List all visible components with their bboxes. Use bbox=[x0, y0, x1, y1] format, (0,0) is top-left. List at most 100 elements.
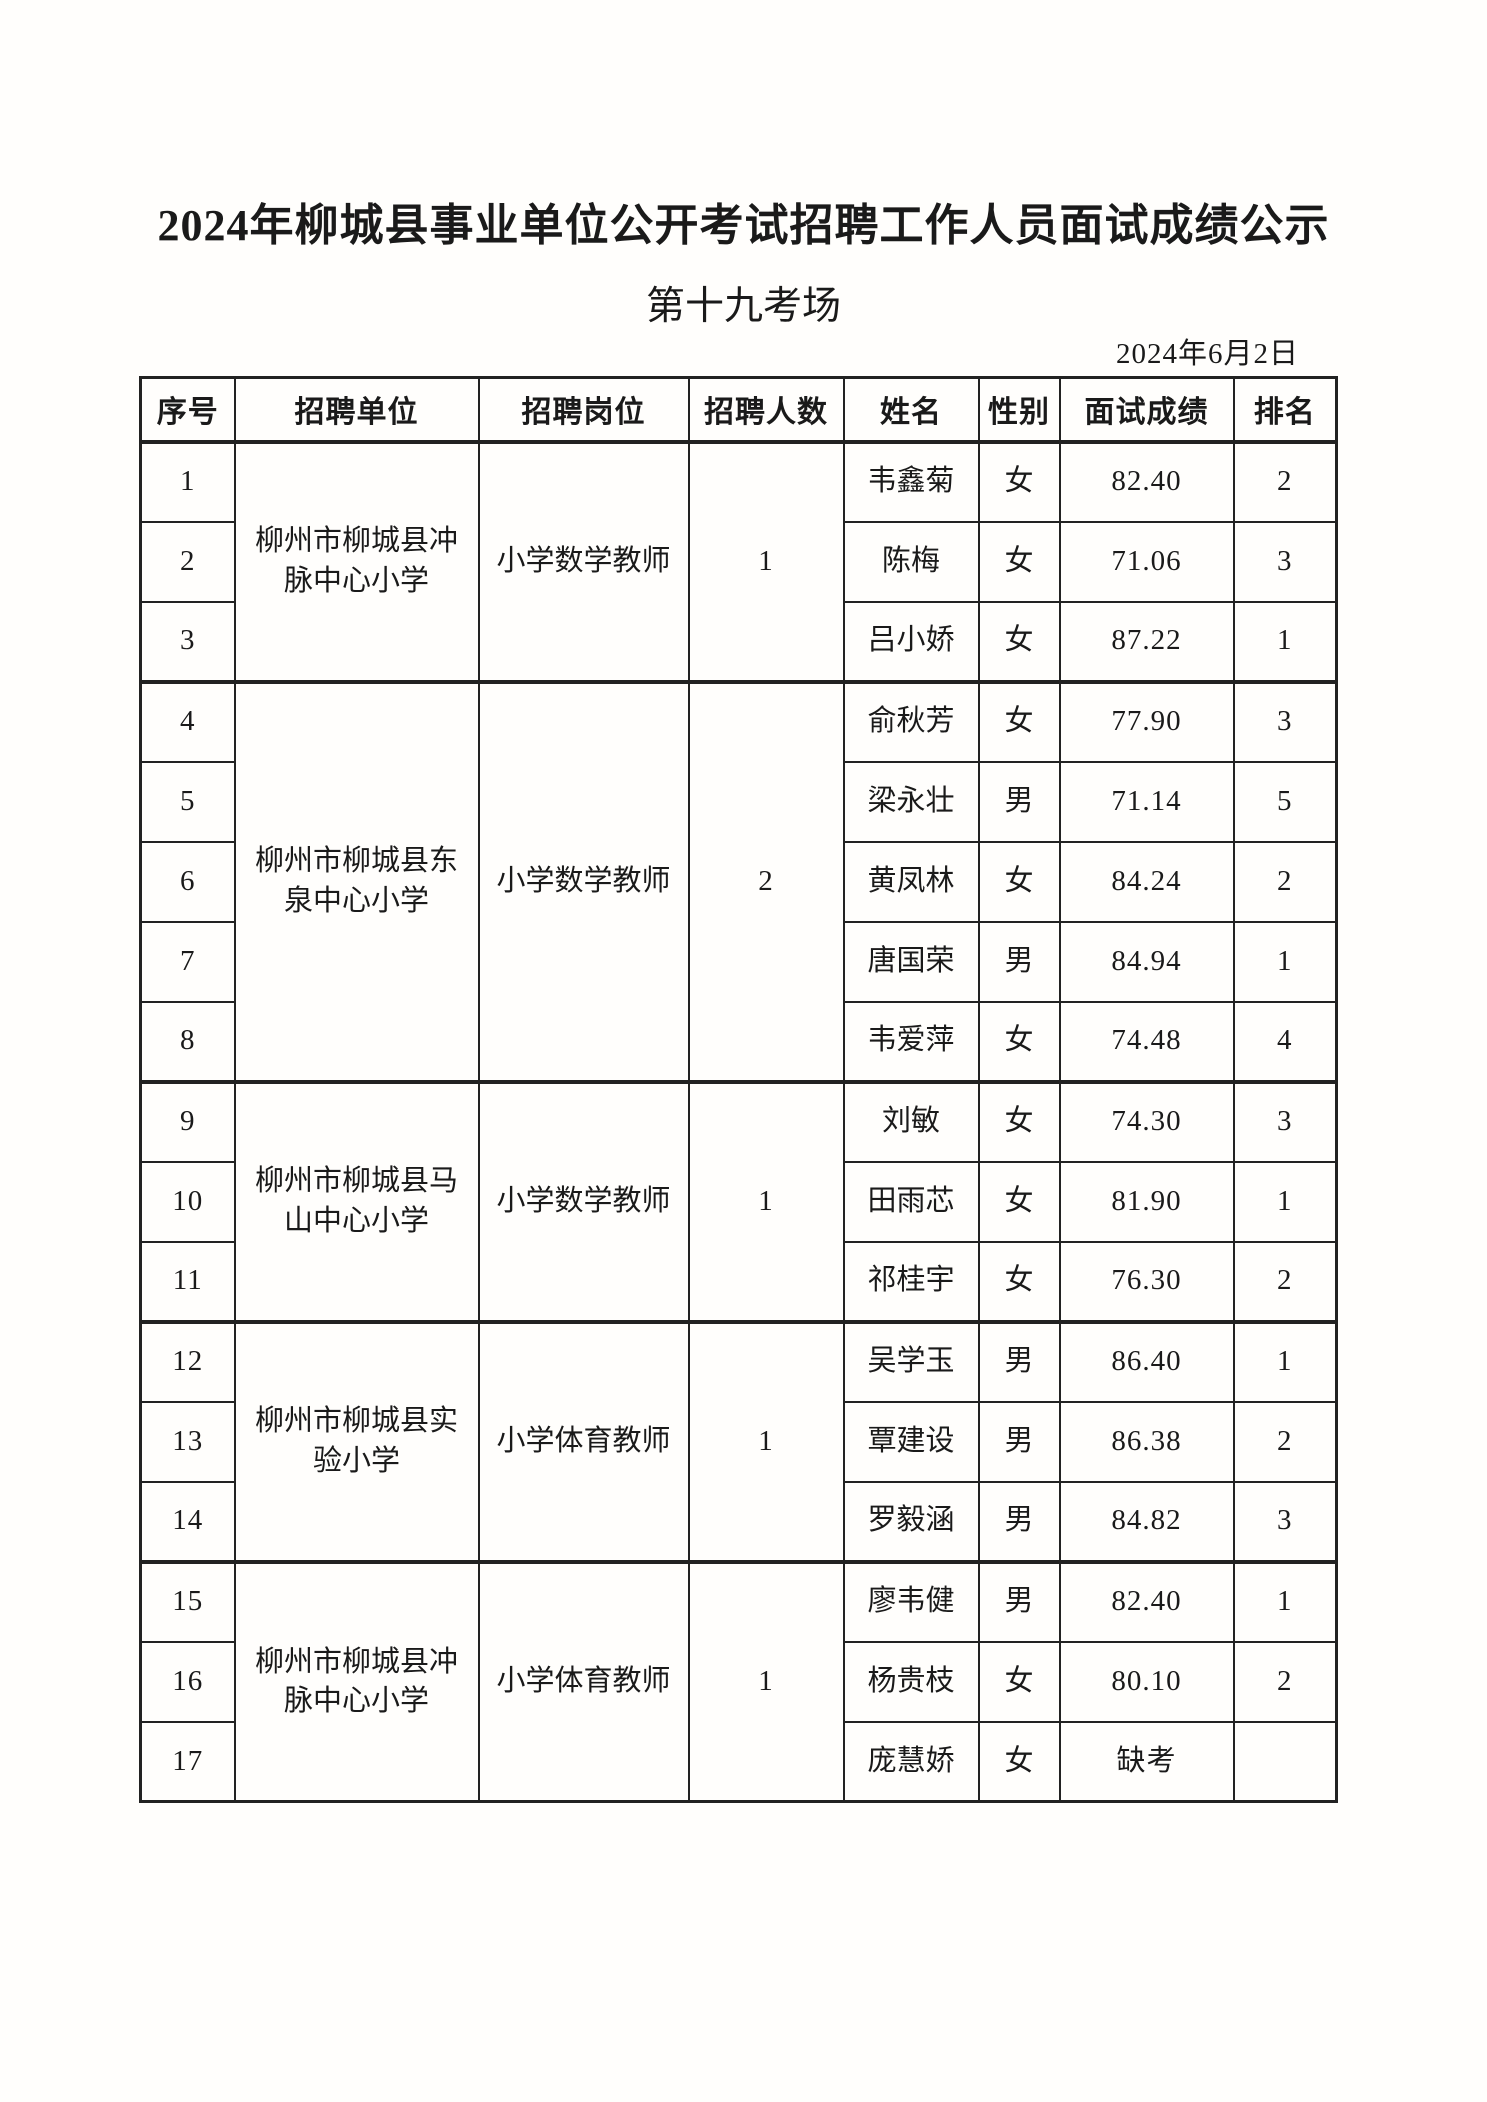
table-row: 11 祁桂宇女 76.30 2 bbox=[139, 1240, 1338, 1323]
name-cell: 刘敏 bbox=[842, 1079, 980, 1163]
position-cell: 小学数学教师 bbox=[477, 679, 690, 1083]
name-cell: 庞慧娇 bbox=[842, 1720, 980, 1803]
rank-cell: 1 bbox=[1232, 1559, 1338, 1643]
position-cell: 小学体育教师 bbox=[477, 1559, 690, 1803]
unit-cell: 柳州市柳城县冲脉中心小学 bbox=[233, 1559, 480, 1803]
score-cell: 71.14 bbox=[1058, 760, 1235, 843]
score-cell: 84.82 bbox=[1058, 1480, 1235, 1563]
score-cell: 77.90 bbox=[1058, 679, 1235, 763]
rank-cell: 2 bbox=[1232, 1240, 1338, 1323]
column-header-count: 招聘人数 bbox=[687, 376, 845, 444]
name-cell: 俞秋芳 bbox=[842, 679, 980, 763]
position-cell: 小学数学教师 bbox=[477, 1079, 690, 1323]
gender-cell: 女 bbox=[977, 1000, 1061, 1083]
table-row: 4 柳州市柳城县东泉中心小学 小学数学教师 2 俞秋芳女 77.90 3 bbox=[139, 679, 1338, 1083]
table-row: 8 韦爱萍女 74.48 4 bbox=[139, 1000, 1338, 1083]
column-header-name: 姓名 bbox=[842, 376, 980, 444]
name-cell: 田雨芯 bbox=[842, 1160, 980, 1243]
count-cell: 2 bbox=[687, 679, 845, 1083]
rank-cell: 3 bbox=[1232, 1480, 1338, 1563]
seq-cell: 10 bbox=[139, 1160, 236, 1243]
rank-cell: 3 bbox=[1232, 1079, 1338, 1163]
gender-cell: 女 bbox=[977, 1160, 1061, 1243]
gender-cell: 女 bbox=[977, 1240, 1061, 1323]
unit-cell: 柳州市柳城县冲脉中心小学 bbox=[233, 439, 480, 683]
gender-cell: 男 bbox=[977, 1400, 1061, 1483]
table-row: 3 吕小娇女 87.22 1 bbox=[139, 600, 1338, 683]
gender-cell: 女 bbox=[977, 520, 1061, 603]
table-row: 15 柳州市柳城县冲脉中心小学 小学体育教师 1 廖韦健男 82.40 1 bbox=[139, 1559, 1338, 1803]
count-cell: 1 bbox=[687, 1319, 845, 1563]
document-title: 2024年柳城县事业单位公开考试招聘工作人员面试成绩公示 bbox=[157, 201, 1330, 250]
name-cell: 黄凤林 bbox=[842, 840, 980, 923]
rank-cell: 2 bbox=[1232, 1640, 1338, 1723]
score-cell: 80.10 bbox=[1058, 1640, 1235, 1723]
rank-cell: 3 bbox=[1232, 520, 1338, 603]
table-row: 14 罗毅涵男 84.82 3 bbox=[139, 1480, 1338, 1563]
seq-cell: 11 bbox=[139, 1240, 236, 1323]
rank-cell: 2 bbox=[1232, 1400, 1338, 1483]
score-cell: 74.48 bbox=[1058, 1000, 1235, 1083]
seq-cell: 5 bbox=[139, 760, 236, 843]
rank-cell: 5 bbox=[1232, 760, 1338, 843]
seq-cell: 1 bbox=[139, 439, 236, 523]
table-header-row: 序号 招聘单位 招聘岗位 招聘人数 姓名 性别 面试成绩 排名 bbox=[139, 376, 1338, 444]
rank-cell: 2 bbox=[1232, 439, 1338, 523]
seq-cell: 15 bbox=[139, 1559, 236, 1643]
gender-cell: 女 bbox=[977, 600, 1061, 683]
count-cell: 1 bbox=[687, 1079, 845, 1323]
gender-cell: 男 bbox=[977, 1319, 1061, 1403]
score-cell: 74.30 bbox=[1058, 1079, 1235, 1163]
rank-cell bbox=[1232, 1720, 1338, 1803]
header-row: 序号 招聘单位 招聘岗位 招聘人数 姓名 性别 面试成绩 排名 bbox=[139, 376, 1338, 444]
table-body: 1 柳州市柳城县冲脉中心小学 小学数学教师 1 韦鑫菊女 82.40 2 2 陈梅女 71.06 3… bbox=[139, 439, 1338, 1803]
seq-cell: 3 bbox=[139, 600, 236, 683]
table-row: 5 梁永壮男 71.14 5 bbox=[139, 760, 1338, 843]
table-row: 12 柳州市柳城县实验小学 小学体育教师 1 吴学玉男 86.40 1 bbox=[139, 1319, 1338, 1563]
name-cell: 韦鑫菊 bbox=[842, 439, 980, 523]
column-header-unit: 招聘单位 bbox=[233, 376, 480, 444]
interview-scores-table: 序号 招聘单位 招聘岗位 招聘人数 姓名 性别 面试成绩 排名 1 柳州市柳城县冲脉中心小学 小学… bbox=[139, 376, 1338, 1803]
table-row: 1 柳州市柳城县冲脉中心小学 小学数学教师 1 韦鑫菊女 82.40 2 bbox=[139, 439, 1338, 683]
table-row: 7 唐国荣男 84.94 1 bbox=[139, 920, 1338, 1003]
rank-cell: 1 bbox=[1232, 920, 1338, 1003]
unit-cell: 柳州市柳城县马山中心小学 bbox=[233, 1079, 480, 1323]
rank-cell: 1 bbox=[1232, 1160, 1338, 1243]
score-cell: 84.94 bbox=[1058, 920, 1235, 1003]
gender-cell: 女 bbox=[977, 840, 1061, 923]
table-row: 2 陈梅女 71.06 3 bbox=[139, 520, 1338, 603]
seq-cell: 17 bbox=[139, 1720, 236, 1803]
gender-cell: 男 bbox=[977, 920, 1061, 1003]
name-cell: 韦爱萍 bbox=[842, 1000, 980, 1083]
name-cell: 吴学玉 bbox=[842, 1319, 980, 1403]
gender-cell: 女 bbox=[977, 1640, 1061, 1723]
seq-cell: 12 bbox=[139, 1319, 236, 1403]
rank-cell: 3 bbox=[1232, 679, 1338, 763]
column-header-gender: 性别 bbox=[977, 376, 1061, 444]
seq-cell: 7 bbox=[139, 920, 236, 1003]
column-header-score: 面试成绩 bbox=[1058, 376, 1235, 444]
gender-cell: 男 bbox=[977, 1559, 1061, 1643]
score-cell: 81.90 bbox=[1058, 1160, 1235, 1243]
table-row: 13 覃建设男 86.38 2 bbox=[139, 1400, 1338, 1483]
column-header-rank: 排名 bbox=[1232, 376, 1338, 444]
seq-cell: 13 bbox=[139, 1400, 236, 1483]
document-date: 2024年6月2日 bbox=[1115, 338, 1299, 370]
score-cell: 87.22 bbox=[1058, 600, 1235, 683]
seq-cell: 6 bbox=[139, 840, 236, 923]
score-cell: 82.40 bbox=[1058, 1559, 1235, 1643]
gender-cell: 女 bbox=[977, 1079, 1061, 1163]
table-row: 17 庞慧娇女缺考 bbox=[139, 1720, 1338, 1803]
name-cell: 梁永壮 bbox=[842, 760, 980, 843]
seq-cell: 9 bbox=[139, 1079, 236, 1163]
column-header-seq: 序号 bbox=[139, 376, 236, 444]
seq-cell: 8 bbox=[139, 1000, 236, 1083]
score-cell: 86.38 bbox=[1058, 1400, 1235, 1483]
score-cell: 82.40 bbox=[1058, 439, 1235, 523]
gender-cell: 男 bbox=[977, 760, 1061, 843]
seq-cell: 16 bbox=[139, 1640, 236, 1723]
seq-cell: 14 bbox=[139, 1480, 236, 1563]
seq-cell: 4 bbox=[139, 679, 236, 763]
unit-cell: 柳州市柳城县东泉中心小学 bbox=[233, 679, 480, 1083]
